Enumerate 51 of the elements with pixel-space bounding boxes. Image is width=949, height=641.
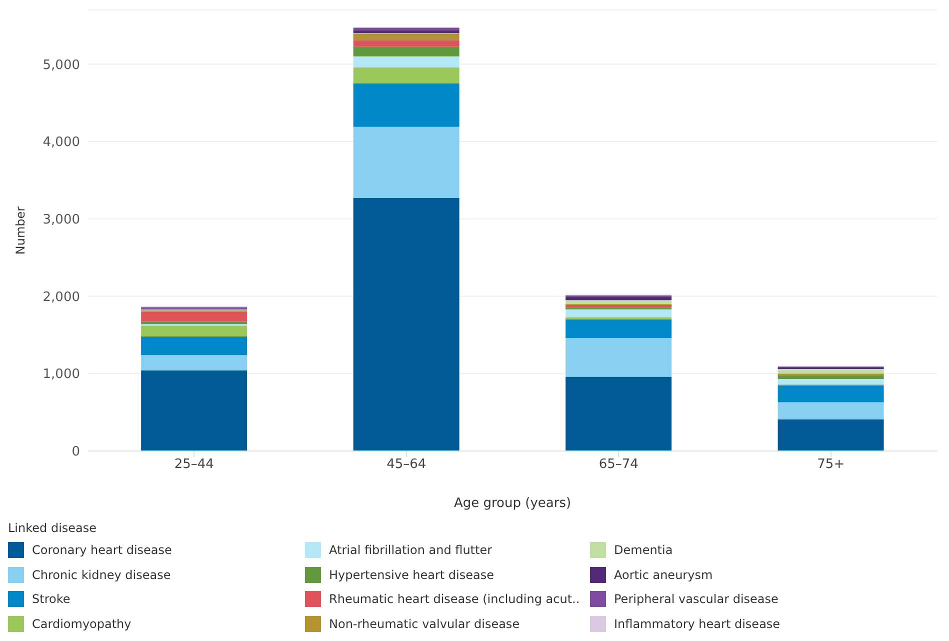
legend-label: Non-rheumatic valvular disease (329, 616, 520, 631)
y-tick-label: 3,000 (42, 212, 80, 228)
bar (778, 376, 884, 380)
bar (566, 300, 672, 304)
x-tick-label: 75+ (817, 457, 845, 472)
x-tick-label: 65–74 (598, 457, 638, 472)
bar (141, 336, 248, 356)
bar (141, 370, 248, 451)
bar (141, 355, 248, 371)
bar (778, 379, 884, 384)
legend-label: Hypertensive heart disease (329, 568, 494, 582)
bar (353, 56, 460, 68)
x-tick-label: 45–64 (386, 457, 426, 472)
legend-label: Cardiomyopathy (32, 616, 132, 631)
bar (566, 309, 672, 318)
legend-label: Inflammatory heart disease (614, 616, 780, 631)
y-tick-label: 4,000 (42, 135, 80, 150)
y-tick-label: 0 (72, 444, 80, 460)
bar (566, 319, 672, 338)
legend-label: Coronary heart disease (32, 543, 172, 558)
bar (778, 385, 884, 402)
bar (353, 126, 460, 198)
x-axis-title: Age group (years) (454, 496, 572, 511)
bar (353, 67, 460, 84)
bar (141, 326, 248, 336)
bar (353, 46, 460, 56)
legend-title: Linked disease (8, 521, 98, 535)
bar (353, 34, 460, 40)
bar (566, 376, 672, 451)
bar (778, 368, 884, 374)
legend-label: Aortic aneurysm (614, 568, 713, 582)
bar (353, 84, 460, 127)
bar (353, 40, 460, 46)
bar (778, 419, 884, 451)
legend-label: Chronic kidney disease (32, 568, 171, 582)
legend-label: Atrial fibrillation and flutter (329, 543, 492, 558)
bar (566, 338, 672, 377)
bar (353, 198, 460, 451)
y-axis-title: Number (13, 206, 28, 255)
bar (778, 402, 884, 420)
legend-label: Stroke (32, 592, 70, 606)
y-tick-label: 1,000 (42, 367, 80, 382)
bar (141, 312, 248, 322)
x-tick-label: 25–44 (174, 457, 214, 472)
y-tick-label: 2,000 (42, 290, 80, 305)
bar (353, 30, 460, 34)
legend-label: Dementia (614, 543, 673, 558)
bar (566, 296, 672, 300)
legend-label: Peripheral vascular disease (614, 592, 778, 606)
legend-label: Rheumatic heart disease (including acut.. (329, 592, 580, 606)
y-tick-label: 5,000 (42, 58, 80, 73)
